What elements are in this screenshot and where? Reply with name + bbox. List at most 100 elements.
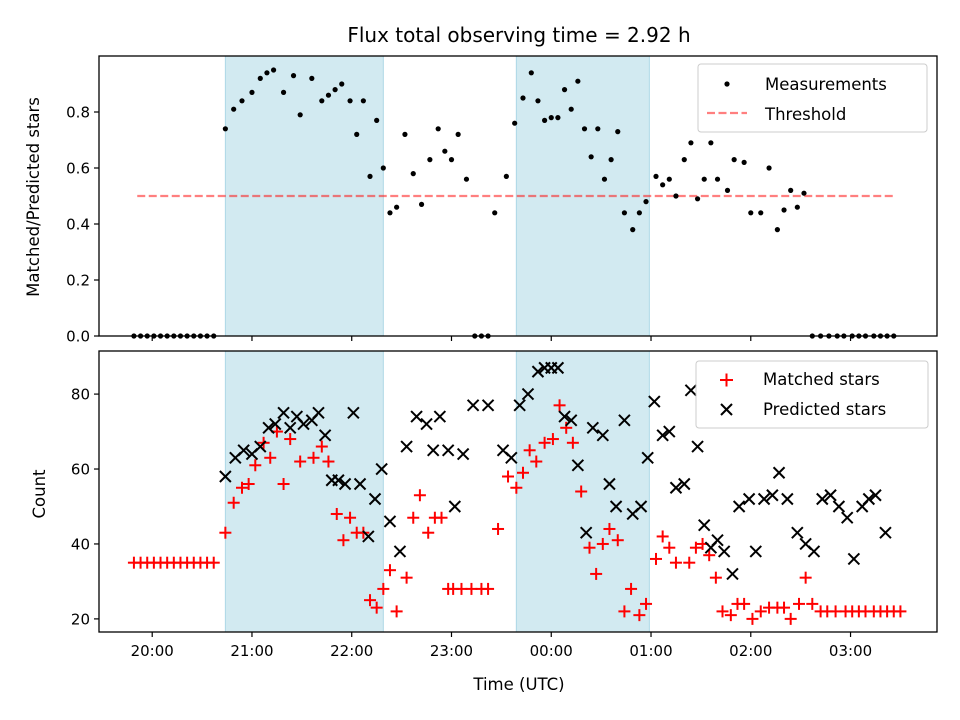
matched-star-point [633,609,646,622]
matched-star-point [596,537,609,550]
predicted-star-point [641,451,654,464]
legend-predicted-label: Predicted stars [763,400,886,419]
measurement-point [231,106,237,112]
predicted-star-point [433,410,447,423]
matched-star-point [249,459,262,472]
predicted-star-point [505,451,518,464]
x-tick-label: 03:00 [829,642,872,660]
matched-star-point [894,605,907,618]
matched-star-point [315,440,328,453]
matched-star-point [806,597,819,610]
measurement-point [561,87,568,93]
matched-star-point [482,582,495,595]
measurement-point [325,92,332,98]
predicted-star-point [791,526,804,539]
predicted-star-point [609,500,623,513]
matched-star-point [566,436,579,449]
measurement-point [442,148,448,154]
predicted-star-point [332,474,345,487]
measurement-point [374,117,380,123]
x-tick-label: 21:00 [230,642,273,660]
predicted-star-point [420,417,433,431]
count-legend: Matched stars Predicted stars [695,360,929,429]
matched-star-point [516,466,529,479]
predicted-star-point [618,414,631,427]
measurement-point [601,176,608,182]
measurement-point [264,70,270,76]
y-tick-label: 60 [71,461,90,479]
predicted-star-point [596,429,610,442]
measurement-point [367,173,373,179]
matched-star-point [689,541,702,554]
matched-star-point [502,470,515,483]
measurement-point [520,95,526,101]
matched-star-point [377,582,390,595]
measurement-point [781,207,787,213]
y-tick-label: 0.0 [66,328,90,346]
measurement-point [694,196,701,202]
legend-matched-marker [720,373,733,387]
matched-star-point [400,571,413,584]
matched-star-point [603,522,616,535]
matched-star-point [650,552,663,565]
measurement-point [681,157,687,163]
measurement-point [455,131,461,137]
predicted-star-point [237,444,250,457]
matched-star-point [530,455,543,468]
x-tick-label: 01:00 [629,642,672,660]
measurement-point [542,117,548,123]
y-tick-label: 0.4 [66,216,90,234]
measurement-point [673,193,679,199]
matched-star-point [575,485,588,498]
measurement-point [332,87,338,93]
measurement-point [660,182,666,188]
predicted-star-point [513,399,526,412]
predicted-star-point [603,477,616,491]
matched-star-point [703,549,716,562]
ratio-legend-box [697,63,928,133]
measurement-point [595,126,601,132]
x-tick-label: 00:00 [530,642,573,660]
matched-star-point [746,612,759,625]
measurement-point [280,89,287,95]
measurement-point [794,204,800,210]
measurement-point [387,210,393,216]
x-tick-label: 22:00 [330,642,373,660]
measurement-point [724,187,731,193]
measurement-point [630,227,636,233]
matched-star-point [553,399,566,412]
predicted-star-point [698,519,711,532]
predicted-star-point [353,477,367,491]
matched-stars-points [127,399,907,625]
predicted-star-point [742,492,756,506]
measurement-point [621,210,628,216]
measurement-point [347,98,353,104]
matched-star-point [656,530,669,543]
measurement-point [535,98,541,104]
matched-star-point [277,478,290,491]
measurement-point [319,98,325,104]
measurement-point [418,201,425,207]
matched-star-point [618,605,631,618]
observing-windows [224,350,650,633]
matched-star-point [264,451,277,464]
measurement-point [615,129,621,135]
predicted-star-point [362,530,375,543]
matched-star-point [337,534,350,547]
matched-star-point [294,455,307,468]
count-axes-frame [98,350,938,633]
predicted-star-point [551,361,565,375]
predicted-star-point [832,500,846,513]
matched-star-point [435,511,448,524]
matched-star-point [640,597,653,610]
measurement-point [435,126,441,132]
matched-star-point [344,511,357,524]
measurement-point [222,126,228,132]
matched-star-point [322,455,335,468]
matched-star-point [390,605,403,618]
predicted-star-point [441,444,455,457]
legend-matched-label: Matched stars [763,370,880,389]
measurement-point [643,199,649,205]
legend-threshold-label: Threshold [764,105,846,124]
figure-title: Flux total observing time = 2.92 h [347,23,690,47]
